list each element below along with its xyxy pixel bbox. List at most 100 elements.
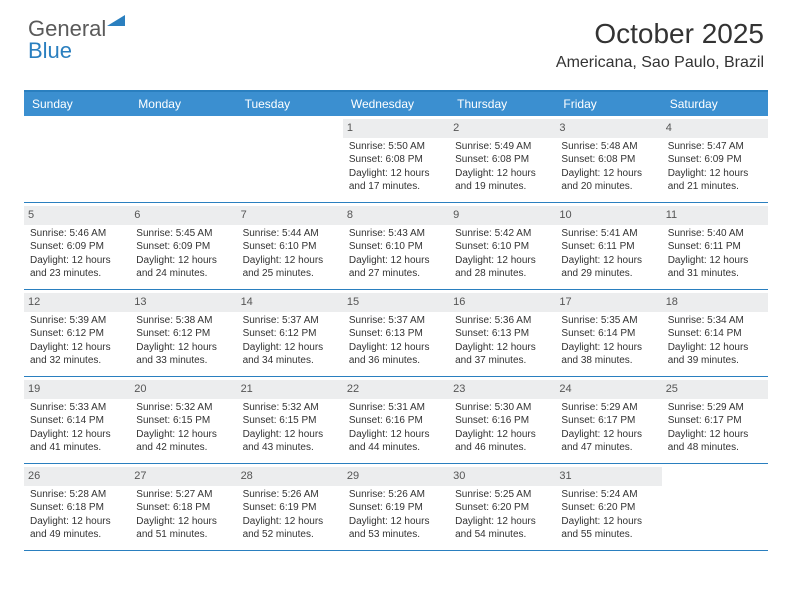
daylight1-text: Daylight: 12 hours	[243, 341, 337, 355]
daylight1-text: Daylight: 12 hours	[349, 167, 443, 181]
sunset-text: Sunset: 6:10 PM	[243, 240, 337, 254]
sunrise-text: Sunrise: 5:39 AM	[30, 314, 124, 328]
daylight1-text: Daylight: 12 hours	[561, 254, 655, 268]
sunset-text: Sunset: 6:20 PM	[561, 501, 655, 515]
sunset-text: Sunset: 6:13 PM	[349, 327, 443, 341]
sunrise-text: Sunrise: 5:24 AM	[561, 488, 655, 502]
sunrise-text: Sunrise: 5:45 AM	[136, 227, 230, 241]
daylight2-text: and 32 minutes.	[30, 354, 124, 368]
logo-triangle-icon	[107, 14, 127, 28]
week-row: 19Sunrise: 5:33 AMSunset: 6:14 PMDayligh…	[24, 377, 768, 464]
week-row: 12Sunrise: 5:39 AMSunset: 6:12 PMDayligh…	[24, 290, 768, 377]
daylight2-text: and 23 minutes.	[30, 267, 124, 281]
calendar-cell: 27Sunrise: 5:27 AMSunset: 6:18 PMDayligh…	[130, 464, 236, 550]
daylight1-text: Daylight: 12 hours	[243, 515, 337, 529]
day-number: 24	[555, 380, 661, 399]
day-number: 28	[237, 467, 343, 486]
daylight2-text: and 37 minutes.	[455, 354, 549, 368]
calendar-cell: 4Sunrise: 5:47 AMSunset: 6:09 PMDaylight…	[662, 116, 768, 202]
calendar-cell: 11Sunrise: 5:40 AMSunset: 6:11 PMDayligh…	[662, 203, 768, 289]
sunrise-text: Sunrise: 5:40 AM	[668, 227, 762, 241]
day-number: 20	[130, 380, 236, 399]
calendar-cell: 15Sunrise: 5:37 AMSunset: 6:13 PMDayligh…	[343, 290, 449, 376]
day-number: 14	[237, 293, 343, 312]
calendar-cell: 5Sunrise: 5:46 AMSunset: 6:09 PMDaylight…	[24, 203, 130, 289]
sunset-text: Sunset: 6:11 PM	[668, 240, 762, 254]
daylight2-text: and 28 minutes.	[455, 267, 549, 281]
daylight1-text: Daylight: 12 hours	[455, 254, 549, 268]
sunrise-text: Sunrise: 5:34 AM	[668, 314, 762, 328]
daylight2-text: and 48 minutes.	[668, 441, 762, 455]
sunrise-text: Sunrise: 5:35 AM	[561, 314, 655, 328]
calendar-cell: 22Sunrise: 5:31 AMSunset: 6:16 PMDayligh…	[343, 377, 449, 463]
sunrise-text: Sunrise: 5:29 AM	[668, 401, 762, 415]
sunrise-text: Sunrise: 5:31 AM	[349, 401, 443, 415]
calendar-cell: 6Sunrise: 5:45 AMSunset: 6:09 PMDaylight…	[130, 203, 236, 289]
sunrise-text: Sunrise: 5:28 AM	[30, 488, 124, 502]
sunrise-text: Sunrise: 5:33 AM	[30, 401, 124, 415]
daylight1-text: Daylight: 12 hours	[668, 428, 762, 442]
day-number: 12	[24, 293, 130, 312]
calendar-cell	[24, 116, 130, 202]
calendar-cell: 13Sunrise: 5:38 AMSunset: 6:12 PMDayligh…	[130, 290, 236, 376]
calendar-cell: 9Sunrise: 5:42 AMSunset: 6:10 PMDaylight…	[449, 203, 555, 289]
title-block: October 2025 Americana, Sao Paulo, Brazi…	[556, 18, 764, 72]
day-number: 5	[24, 206, 130, 225]
daylight1-text: Daylight: 12 hours	[561, 341, 655, 355]
sunset-text: Sunset: 6:12 PM	[30, 327, 124, 341]
calendar-cell: 18Sunrise: 5:34 AMSunset: 6:14 PMDayligh…	[662, 290, 768, 376]
sunset-text: Sunset: 6:10 PM	[455, 240, 549, 254]
sunrise-text: Sunrise: 5:29 AM	[561, 401, 655, 415]
daylight1-text: Daylight: 12 hours	[30, 254, 124, 268]
calendar: Sunday Monday Tuesday Wednesday Thursday…	[24, 90, 768, 551]
sunset-text: Sunset: 6:19 PM	[243, 501, 337, 515]
day-number: 6	[130, 206, 236, 225]
daylight2-text: and 34 minutes.	[243, 354, 337, 368]
sunrise-text: Sunrise: 5:44 AM	[243, 227, 337, 241]
day-number: 16	[449, 293, 555, 312]
calendar-cell: 7Sunrise: 5:44 AMSunset: 6:10 PMDaylight…	[237, 203, 343, 289]
daylight2-text: and 51 minutes.	[136, 528, 230, 542]
day-number: 17	[555, 293, 661, 312]
calendar-cell: 21Sunrise: 5:32 AMSunset: 6:15 PMDayligh…	[237, 377, 343, 463]
sunset-text: Sunset: 6:17 PM	[668, 414, 762, 428]
daylight2-text: and 33 minutes.	[136, 354, 230, 368]
week-row: 5Sunrise: 5:46 AMSunset: 6:09 PMDaylight…	[24, 203, 768, 290]
calendar-cell: 14Sunrise: 5:37 AMSunset: 6:12 PMDayligh…	[237, 290, 343, 376]
daylight1-text: Daylight: 12 hours	[455, 341, 549, 355]
sunset-text: Sunset: 6:08 PM	[561, 153, 655, 167]
sunset-text: Sunset: 6:08 PM	[349, 153, 443, 167]
day-number: 27	[130, 467, 236, 486]
daylight1-text: Daylight: 12 hours	[243, 254, 337, 268]
logo-text-2: Blue	[28, 38, 72, 63]
calendar-cell: 10Sunrise: 5:41 AMSunset: 6:11 PMDayligh…	[555, 203, 661, 289]
daylight1-text: Daylight: 12 hours	[349, 515, 443, 529]
sunrise-text: Sunrise: 5:25 AM	[455, 488, 549, 502]
daylight2-text: and 24 minutes.	[136, 267, 230, 281]
daylight2-text: and 55 minutes.	[561, 528, 655, 542]
daylight1-text: Daylight: 12 hours	[349, 341, 443, 355]
sunset-text: Sunset: 6:12 PM	[136, 327, 230, 341]
day-number: 1	[343, 119, 449, 138]
day-header: Thursday	[449, 92, 555, 116]
logo: GeneralBlue	[28, 18, 127, 62]
calendar-cell: 16Sunrise: 5:36 AMSunset: 6:13 PMDayligh…	[449, 290, 555, 376]
daylight1-text: Daylight: 12 hours	[30, 515, 124, 529]
day-number: 13	[130, 293, 236, 312]
calendar-cell: 2Sunrise: 5:49 AMSunset: 6:08 PMDaylight…	[449, 116, 555, 202]
sunrise-text: Sunrise: 5:37 AM	[243, 314, 337, 328]
sunrise-text: Sunrise: 5:26 AM	[349, 488, 443, 502]
day-number: 31	[555, 467, 661, 486]
day-header: Saturday	[662, 92, 768, 116]
sunset-text: Sunset: 6:18 PM	[136, 501, 230, 515]
day-number: 9	[449, 206, 555, 225]
day-number: 18	[662, 293, 768, 312]
day-header: Monday	[130, 92, 236, 116]
daylight2-text: and 39 minutes.	[668, 354, 762, 368]
calendar-cell	[662, 464, 768, 550]
day-number: 10	[555, 206, 661, 225]
day-number: 8	[343, 206, 449, 225]
calendar-cell: 12Sunrise: 5:39 AMSunset: 6:12 PMDayligh…	[24, 290, 130, 376]
day-number: 3	[555, 119, 661, 138]
daylight2-text: and 42 minutes.	[136, 441, 230, 455]
